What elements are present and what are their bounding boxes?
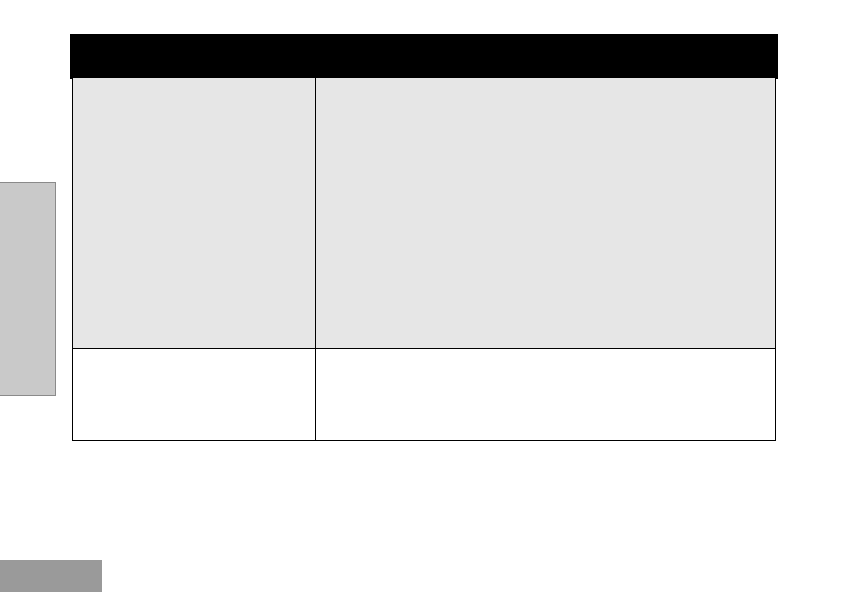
row-shaded	[73, 78, 775, 349]
table-header	[70, 34, 778, 79]
column-divider	[315, 78, 316, 440]
page-tab	[0, 560, 102, 592]
table	[72, 78, 776, 441]
side-tab	[0, 182, 56, 396]
